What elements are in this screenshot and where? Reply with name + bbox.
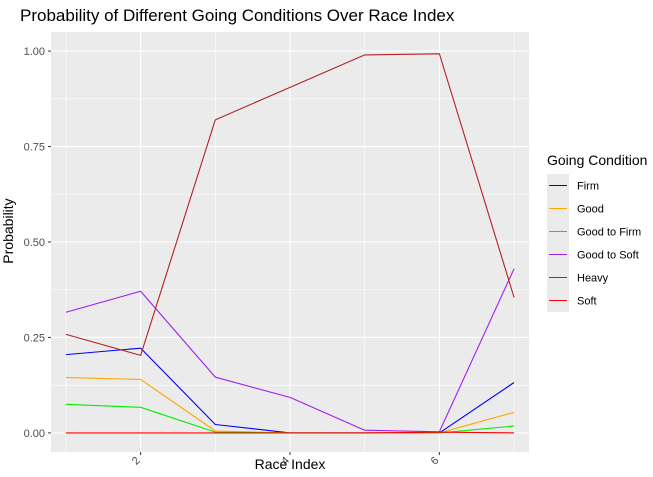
series-line-heavy <box>65 53 515 356</box>
x-axis-title: Race Index <box>255 456 326 472</box>
legend-label-soft: Soft <box>577 296 597 308</box>
y-tick-label: 0.25 <box>24 332 45 344</box>
y-tick-label: 0.75 <box>24 142 45 154</box>
x-tick-label: 2 <box>130 455 143 468</box>
chart-title: Probability of Different Going Condition… <box>20 6 455 25</box>
legend-label-good-to-soft: Good to Soft <box>577 250 639 262</box>
series-line-soft <box>65 431 515 434</box>
legend-label-firm: Firm <box>577 181 599 193</box>
legend-label-good-to-firm: Good to Firm <box>577 227 641 239</box>
series-lines <box>65 53 515 434</box>
y-axis-title: Probability <box>0 198 16 263</box>
x-tick-label: 6 <box>429 455 442 468</box>
legend-label-good: Good <box>577 204 604 216</box>
legend: Going Condition Firm Good Good to Firm Good… <box>547 152 647 312</box>
y-tick-label: 1.00 <box>24 46 45 58</box>
legend-title: Going Condition <box>547 152 647 168</box>
y-axis: 0.00 0.25 0.50 0.75 1.00 <box>24 46 51 440</box>
y-tick-label: 0.50 <box>24 237 45 249</box>
legend-label-heavy: Heavy <box>577 273 609 285</box>
y-tick-label: 0.00 <box>24 428 45 440</box>
